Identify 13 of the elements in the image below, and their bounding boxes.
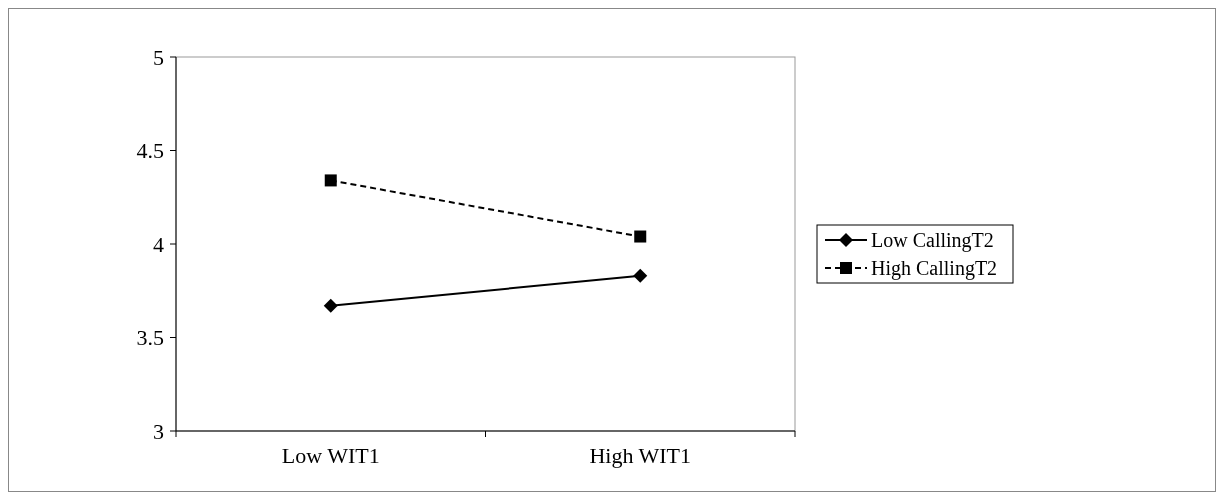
y-tick-label: 3.5 — [136, 325, 164, 351]
x-tick-label: High WIT1 — [589, 443, 692, 468]
y-tick-label: 4.5 — [136, 138, 164, 164]
point — [633, 268, 648, 283]
x-tick-label: Low WIT1 — [281, 443, 380, 468]
point — [634, 230, 647, 243]
legend-label: High CallingT2 — [871, 257, 998, 280]
y-tick-label: 4 — [153, 231, 164, 257]
point — [323, 298, 338, 313]
y-tick-label: 3 — [153, 418, 164, 444]
point — [324, 174, 337, 187]
y-tick-label: 5 — [153, 44, 164, 70]
legend-label: Low CallingT2 — [871, 229, 994, 252]
